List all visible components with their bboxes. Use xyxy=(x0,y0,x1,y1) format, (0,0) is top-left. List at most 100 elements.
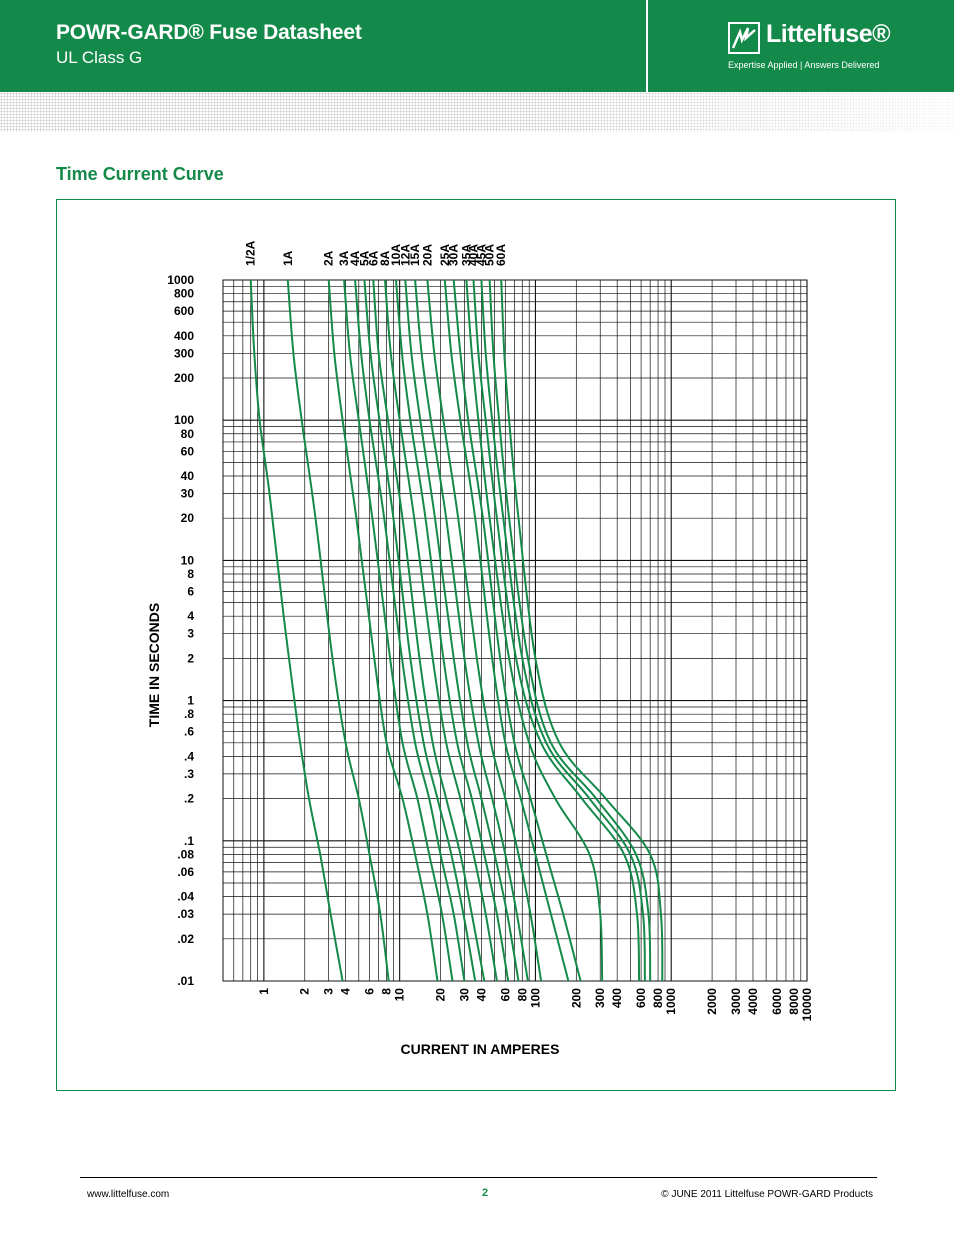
fuse-curve-40a xyxy=(472,279,641,982)
fuse-curve-35a xyxy=(465,279,604,982)
y-tick-label: 3 xyxy=(187,627,194,641)
series-label: 8A xyxy=(378,250,392,266)
x-tick-label: 1000 xyxy=(664,988,678,1015)
y-tick-label: 60 xyxy=(181,444,195,458)
y-tick-label: .2 xyxy=(184,792,194,806)
y-tick-label: 40 xyxy=(181,469,195,483)
footer-website-link[interactable]: www.littelfuse.com xyxy=(87,1189,170,1200)
x-tick-label: 2 xyxy=(298,988,312,995)
series-label: 4A xyxy=(348,250,362,266)
series-label: 12A xyxy=(398,244,412,266)
fuse-curve-10a xyxy=(395,279,510,982)
series-label: 45A xyxy=(474,244,488,266)
x-tick-label: 300 xyxy=(593,988,607,1008)
fuse-curve-45a xyxy=(480,279,646,982)
y-tick-label: .02 xyxy=(177,932,194,946)
footer-rule xyxy=(80,1177,877,1178)
fuse-curve-5a xyxy=(363,279,477,982)
fuse-curve-15a xyxy=(414,279,529,982)
x-tick-label: 2000 xyxy=(705,988,719,1015)
y-tick-label: 100 xyxy=(174,413,194,427)
y-tick-label: .8 xyxy=(184,707,194,721)
y-tick-label: 20 xyxy=(181,511,195,525)
y-tick-label: .1 xyxy=(184,834,194,848)
y-tick-label: .3 xyxy=(184,767,194,781)
series-label: 3A xyxy=(337,250,351,266)
fuse-curve-3a xyxy=(343,279,454,982)
y-tick-label: .06 xyxy=(177,865,194,879)
fuse-class-subtitle: UL Class G xyxy=(56,48,143,67)
x-tick-label: 1 xyxy=(257,988,271,995)
series-label: 40A xyxy=(467,244,481,266)
fuse-curve-50a xyxy=(488,279,652,982)
y-tick-label: .03 xyxy=(177,907,194,921)
y-tick-label: .08 xyxy=(177,847,194,861)
y-tick-label: 6 xyxy=(187,585,194,599)
fuse-curve-4a xyxy=(354,279,466,982)
y-tick-label: 2 xyxy=(187,651,194,665)
page-number: 2 xyxy=(482,1187,489,1199)
x-tick-label: 3 xyxy=(322,988,336,995)
series-label: 30A xyxy=(447,244,461,266)
x-tick-label: 80 xyxy=(515,988,529,1002)
y-tick-label: .04 xyxy=(177,890,194,904)
y-tick-label: 1 xyxy=(187,694,194,708)
brand-tagline: Expertise Applied | Answers Delivered xyxy=(728,60,880,70)
fuse-curve-60a xyxy=(500,279,664,982)
x-tick-label: 200 xyxy=(569,988,583,1008)
series-label: 50A xyxy=(483,244,497,266)
header-divider xyxy=(646,0,648,92)
y-tick-label: 4 xyxy=(187,609,194,623)
series-label: 20A xyxy=(420,244,434,266)
series-label: 60A xyxy=(494,244,508,266)
x-tick-label: 100 xyxy=(528,988,542,1008)
y-tick-label: 10 xyxy=(181,553,195,567)
series-label: 35A xyxy=(459,244,473,266)
footer-copyright: © JUNE 2011 Littelfuse POWR-GARD Product… xyxy=(661,1189,873,1200)
x-tick-label: 8 xyxy=(379,988,393,995)
fuse-curve-2a xyxy=(327,279,439,982)
chart-frame: 1/2A 1A 2A 3A 4A 5A 6A 8A 10A 12A 15A 20A 25A 30A 35A 4… xyxy=(56,199,896,1091)
y-tick-label: 300 xyxy=(174,346,194,360)
y-tick-label: .4 xyxy=(184,749,194,763)
x-tick-label: 600 xyxy=(634,988,648,1008)
series-label: 1/2A xyxy=(244,240,258,266)
littelfuse-logo-icon xyxy=(728,22,760,54)
series-label: 10A xyxy=(389,244,403,266)
page-header: POWR-GARD® Fuse Datasheet UL Class G Lit… xyxy=(0,0,954,92)
x-tick-label: 10 xyxy=(393,988,407,1002)
x-tick-label: 8000 xyxy=(787,988,801,1015)
series-label: 6A xyxy=(366,250,380,266)
series-label: 25A xyxy=(438,244,452,266)
fuse-curve-1a xyxy=(286,279,390,982)
y-tick-label: 400 xyxy=(174,329,194,343)
y-tick-label: 200 xyxy=(174,371,194,385)
y-tick-label: 800 xyxy=(174,287,194,301)
x-tick-label: 60 xyxy=(498,988,512,1002)
x-tick-label: 30 xyxy=(457,988,471,1002)
x-tick-label: 10000 xyxy=(800,988,814,1022)
fuse-curve-8a xyxy=(384,279,498,982)
brand-name: Littelfuse® xyxy=(766,20,891,48)
fuse-curve-30a xyxy=(452,279,582,982)
series-label: 2A xyxy=(322,250,336,266)
series-label: 5A xyxy=(357,250,371,266)
dot-pattern-fade xyxy=(0,92,954,132)
y-tick-label: 8 xyxy=(187,567,194,581)
series-label: 15A xyxy=(408,244,422,266)
datasheet-title: POWR-GARD® Fuse Datasheet xyxy=(56,21,362,44)
y-tick-label: 600 xyxy=(174,304,194,318)
y-tick-label: .6 xyxy=(184,725,194,739)
y-tick-label: 1000 xyxy=(167,273,194,287)
y-tick-label: .01 xyxy=(177,974,194,988)
fuse-curve-6a xyxy=(372,279,486,982)
x-tick-label: 3000 xyxy=(729,988,743,1015)
x-axis-title: CURRENT IN AMPERES xyxy=(401,1041,560,1057)
section-title: Time Current Curve xyxy=(56,164,224,184)
x-tick-label: 20 xyxy=(434,988,448,1002)
x-tick-label: 40 xyxy=(474,988,488,1002)
y-tick-label: 80 xyxy=(181,427,195,441)
series-label: 1A xyxy=(281,250,295,266)
x-tick-label: 4 xyxy=(339,988,353,995)
